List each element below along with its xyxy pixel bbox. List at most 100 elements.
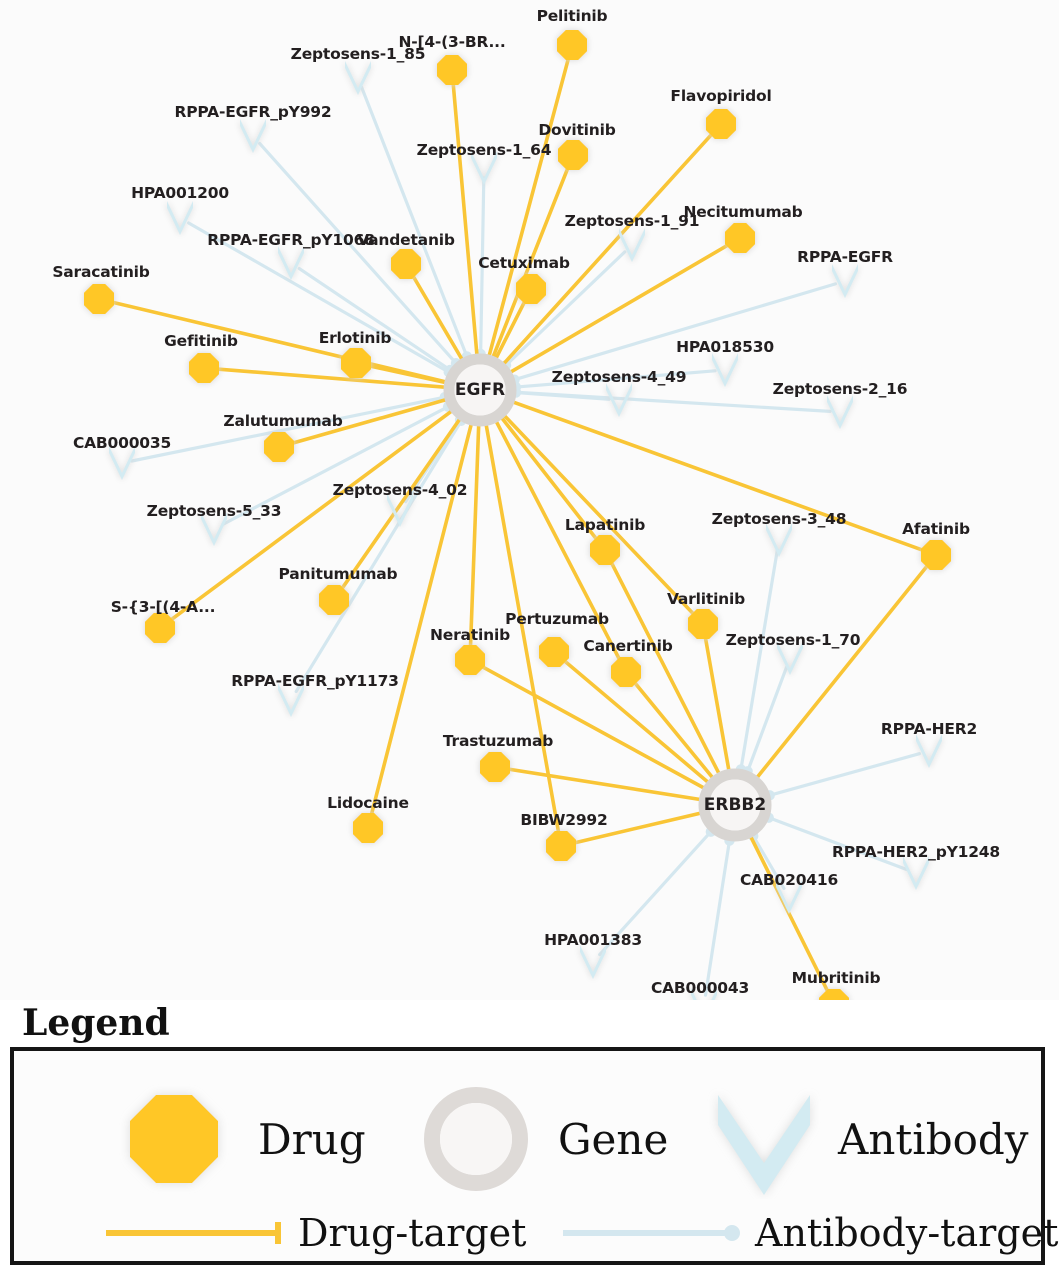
drug-node[interactable] bbox=[145, 613, 175, 643]
antibody-node[interactable] bbox=[903, 856, 929, 890]
edge-antibody-target bbox=[703, 838, 732, 997]
edge-antibody-target bbox=[768, 752, 921, 797]
drug-node[interactable] bbox=[611, 657, 641, 687]
drug-node[interactable] bbox=[706, 109, 736, 139]
legend-box: Drug Gene Antibody bbox=[10, 1047, 1058, 1265]
drug-node[interactable] bbox=[264, 432, 294, 462]
antibody-chevron-icon bbox=[718, 1095, 810, 1195]
antibody-node[interactable] bbox=[712, 353, 738, 387]
edge-antibody-target bbox=[221, 405, 450, 526]
edge-antibody-target bbox=[514, 369, 717, 389]
drug-node[interactable] bbox=[480, 752, 510, 782]
edge-drug-target bbox=[476, 663, 709, 792]
edge-antibody-target bbox=[294, 419, 463, 694]
legend-label-antibody-target: Antibody-target bbox=[755, 1211, 1059, 1255]
antibody-node[interactable] bbox=[777, 641, 803, 675]
edge-drug-target bbox=[500, 411, 698, 619]
edge-drug-target bbox=[508, 399, 929, 554]
edge-layer bbox=[106, 52, 932, 997]
drug-node[interactable] bbox=[546, 831, 576, 861]
legend-item-antibody-target-edge: Antibody-target bbox=[559, 1211, 1058, 1255]
antibody-node[interactable] bbox=[619, 228, 645, 262]
antibody-node[interactable] bbox=[278, 246, 304, 280]
gene-node-label: EGFR bbox=[454, 380, 506, 400]
drug-octagon-icon bbox=[130, 1095, 218, 1183]
drug-node[interactable] bbox=[557, 30, 587, 60]
edge-antibody-target bbox=[512, 282, 838, 382]
legend-panel: Legend Drug Gene bbox=[0, 1000, 1059, 1280]
drug-node[interactable] bbox=[391, 249, 421, 279]
antibody-node[interactable] bbox=[832, 264, 858, 298]
drug-node[interactable] bbox=[353, 813, 383, 843]
antibody-node[interactable] bbox=[345, 61, 371, 95]
antibody-node[interactable] bbox=[240, 119, 266, 153]
drug-target-edge-icon bbox=[106, 1222, 281, 1244]
drug-node[interactable] bbox=[558, 140, 588, 170]
legend-item-antibody: Antibody bbox=[704, 1079, 1028, 1199]
antibody-node[interactable] bbox=[387, 493, 413, 527]
antibody-node[interactable] bbox=[776, 880, 802, 914]
edge-drug-target bbox=[451, 78, 480, 360]
edge-antibody-target bbox=[130, 395, 447, 463]
antibody-node[interactable] bbox=[471, 151, 497, 185]
edge-drug-target bbox=[492, 296, 529, 364]
drug-node[interactable] bbox=[189, 353, 219, 383]
drug-node[interactable] bbox=[539, 637, 569, 667]
drug-node[interactable] bbox=[455, 645, 485, 675]
edge-drug-target bbox=[106, 299, 451, 385]
legend-item-gene: Gene bbox=[414, 1079, 668, 1199]
network-graph-canvas: Zeptosens-1_85 RPPA-EGFR_pY992 HPA001200 RP… bbox=[52, 7, 1001, 1010]
edge-drug-target bbox=[607, 557, 723, 779]
antibody-node[interactable] bbox=[201, 512, 227, 546]
edge-drug-target bbox=[747, 831, 832, 997]
edge-drug-target bbox=[497, 413, 601, 544]
edge-drug-target bbox=[503, 766, 706, 802]
edge-antibody-target bbox=[297, 266, 452, 372]
drug-node[interactable] bbox=[688, 609, 718, 639]
legend-item-drug-target-edge: Drug-target bbox=[102, 1211, 526, 1255]
drug-node[interactable] bbox=[341, 348, 371, 378]
antibody-node[interactable] bbox=[278, 683, 304, 717]
antibody-node[interactable] bbox=[109, 446, 135, 480]
edge-antibody-target bbox=[504, 250, 627, 367]
drug-node[interactable] bbox=[84, 284, 114, 314]
edge-drug-target bbox=[753, 560, 932, 782]
drug-node[interactable] bbox=[921, 540, 951, 570]
edge-antibody-target bbox=[739, 548, 779, 772]
gene-ring-icon bbox=[424, 1087, 528, 1191]
edge-antibody-target bbox=[187, 221, 451, 374]
antibody-node[interactable] bbox=[167, 201, 193, 235]
drug-node[interactable] bbox=[437, 55, 467, 85]
edge-antibody-target bbox=[746, 665, 789, 773]
drug-node[interactable] bbox=[516, 274, 546, 304]
network-svg bbox=[84, 30, 951, 1010]
edge-antibody-target bbox=[598, 830, 713, 957]
legend-label-drug: Drug bbox=[258, 1114, 366, 1164]
edge-antibody-target bbox=[258, 141, 458, 365]
antibody-node[interactable] bbox=[916, 734, 942, 768]
node-layer bbox=[84, 30, 951, 1010]
legend-title: Legend bbox=[22, 1002, 170, 1044]
edge-antibody-target bbox=[514, 390, 611, 401]
antibody-node[interactable] bbox=[606, 383, 632, 417]
edge-antibody-target bbox=[751, 834, 786, 890]
edge-drug-target bbox=[499, 129, 717, 369]
antibody-node[interactable] bbox=[766, 523, 792, 557]
legend-label-gene: Gene bbox=[558, 1114, 669, 1164]
edge-antibody-target bbox=[767, 816, 909, 872]
antibody-node[interactable] bbox=[580, 945, 606, 979]
edge-drug-target bbox=[486, 52, 572, 361]
antibody-node[interactable] bbox=[827, 395, 853, 429]
edge-drug-target bbox=[368, 419, 474, 821]
gene-node[interactable] bbox=[698, 768, 772, 842]
edge-drug-target bbox=[702, 632, 732, 776]
drug-node[interactable] bbox=[319, 585, 349, 615]
drug-node[interactable] bbox=[725, 223, 755, 253]
edge-drug-target bbox=[337, 414, 464, 594]
legend-item-drug: Drug bbox=[114, 1079, 366, 1199]
edge-antibody-target bbox=[360, 85, 469, 359]
gene-node[interactable] bbox=[443, 353, 517, 427]
edge-drug-target bbox=[286, 396, 452, 447]
edge-drug-target bbox=[409, 270, 466, 365]
drug-node[interactable] bbox=[590, 535, 620, 565]
